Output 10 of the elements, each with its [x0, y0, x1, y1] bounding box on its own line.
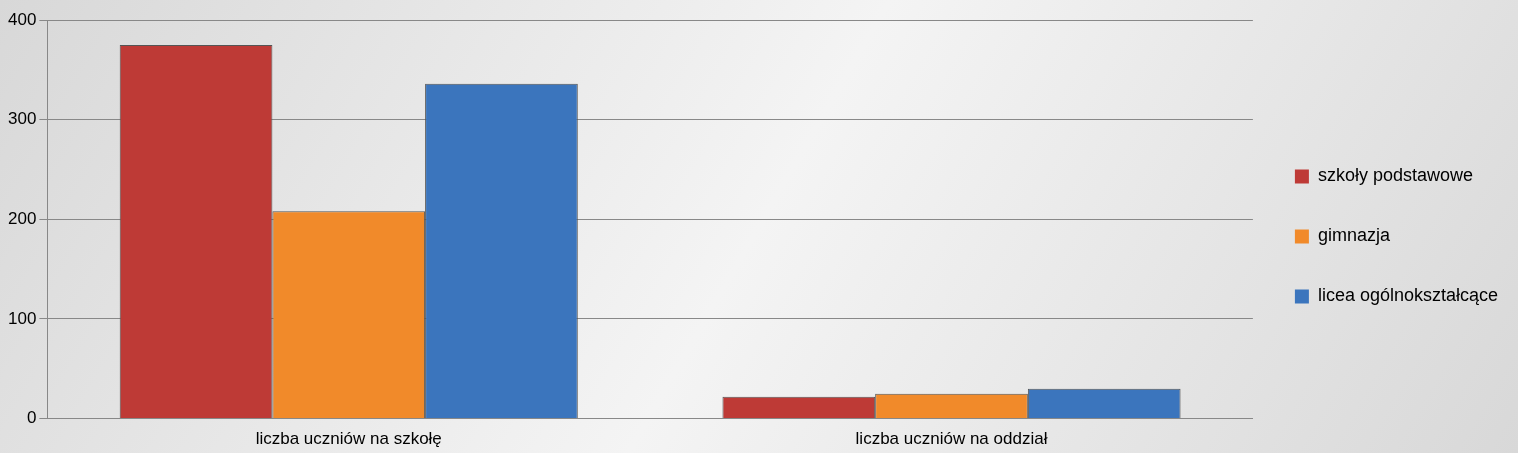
y-tick-label: 200: [7, 208, 37, 228]
legend-label: szkoły podstawowe: [1317, 165, 1473, 186]
x-tick-label: liczba uczniów na szkołę: [255, 429, 442, 449]
legend-label: gimnazja: [1317, 225, 1391, 246]
x-tick-label: liczba uczniów na oddział: [855, 429, 1048, 449]
legend-label: licea ogólnokształcące: [1317, 285, 1498, 306]
y-tick-label: 0: [26, 408, 37, 428]
y-tick-label: 100: [7, 308, 37, 328]
y-tick-label: 300: [7, 109, 37, 129]
y-tick-label: 400: [7, 9, 37, 29]
